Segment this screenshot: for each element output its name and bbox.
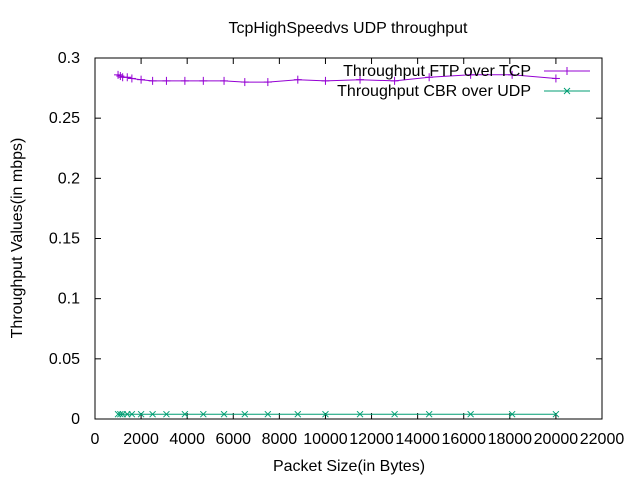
cross-marker bbox=[391, 410, 398, 418]
cross-marker bbox=[356, 410, 364, 418]
series-0 bbox=[114, 70, 560, 87]
x-tick-label: 20000 bbox=[534, 431, 579, 448]
cross-marker bbox=[241, 410, 249, 418]
cross-marker bbox=[163, 410, 170, 418]
y-tick-label: 0.1 bbox=[58, 291, 80, 308]
plus-marker bbox=[127, 74, 136, 83]
plus-marker bbox=[162, 76, 171, 85]
plus-marker bbox=[148, 76, 157, 85]
x-axis: 0 2000 4000 6000 8000 10000 12000 14000 16000 180… bbox=[91, 58, 625, 448]
cross-marker bbox=[467, 410, 474, 418]
y-tick-label: 0.3 bbox=[58, 50, 80, 67]
cross-marker bbox=[116, 410, 124, 418]
plus-marker bbox=[220, 76, 229, 85]
x-tick-label: 6000 bbox=[215, 431, 251, 448]
cross-marker bbox=[552, 410, 560, 418]
y-tick-label: 0.2 bbox=[58, 170, 80, 187]
plus-marker bbox=[137, 75, 146, 84]
x-tick-label: 12000 bbox=[349, 431, 394, 448]
cross-marker bbox=[128, 410, 136, 418]
series-1 bbox=[114, 410, 560, 418]
plus-marker bbox=[321, 76, 330, 85]
y-tick-label: 0 bbox=[71, 411, 80, 428]
x-tick-label: 0 bbox=[91, 431, 100, 448]
y-tick-label: 0.15 bbox=[49, 231, 80, 248]
x-tick-label: 14000 bbox=[395, 431, 440, 448]
plus-marker bbox=[390, 76, 399, 85]
cross-marker bbox=[199, 410, 207, 418]
cross-marker bbox=[563, 87, 571, 95]
x-tick-label: 18000 bbox=[488, 431, 533, 448]
x-tick-label: 8000 bbox=[262, 431, 298, 448]
plus-marker bbox=[466, 70, 475, 79]
y-axis-label: Throughput Values(in mbps) bbox=[9, 138, 26, 339]
cross-marker bbox=[137, 410, 145, 418]
x-tick-label: 2000 bbox=[123, 431, 159, 448]
cross-marker bbox=[149, 410, 156, 418]
plus-marker bbox=[551, 74, 560, 83]
cross-marker bbox=[264, 410, 272, 418]
plus-marker bbox=[425, 73, 434, 82]
x-tick-label: 16000 bbox=[441, 431, 486, 448]
chart-title: TcpHighSpeedvs UDP throughput bbox=[229, 20, 469, 37]
y-axis: 0 0.05 0.1 0.15 0.2 0.25 0.3 bbox=[49, 50, 602, 428]
plot-frame bbox=[94, 57, 603, 420]
x-tick-label: 22000 bbox=[580, 431, 625, 448]
y-tick-label: 0.05 bbox=[49, 351, 80, 368]
x-tick-label: 4000 bbox=[169, 431, 205, 448]
x-axis-label: Packet Size(in Bytes) bbox=[273, 458, 425, 475]
legend-label: Throughput FTP over TCP bbox=[343, 63, 531, 80]
y-tick-label: 0.25 bbox=[49, 110, 80, 127]
plus-marker bbox=[199, 76, 208, 85]
plus-marker bbox=[563, 67, 571, 75]
cross-marker bbox=[181, 410, 189, 418]
cross-marker bbox=[322, 410, 329, 418]
plus-marker bbox=[123, 73, 132, 82]
legend-label: Throughput CBR over UDP bbox=[337, 83, 531, 100]
plus-marker bbox=[263, 78, 272, 87]
cross-marker bbox=[220, 410, 228, 418]
plus-marker bbox=[293, 75, 302, 84]
plus-marker bbox=[508, 70, 517, 79]
x-tick-label: 10000 bbox=[303, 431, 348, 448]
legend: Throughput FTP over TCP Throughput CBR ov… bbox=[337, 63, 590, 100]
plus-marker bbox=[180, 76, 189, 85]
series-layer bbox=[114, 70, 560, 418]
plus-marker bbox=[240, 78, 249, 87]
cross-marker bbox=[425, 410, 433, 418]
cross-marker bbox=[508, 410, 516, 418]
plus-marker bbox=[356, 75, 365, 84]
cross-marker bbox=[294, 410, 302, 418]
